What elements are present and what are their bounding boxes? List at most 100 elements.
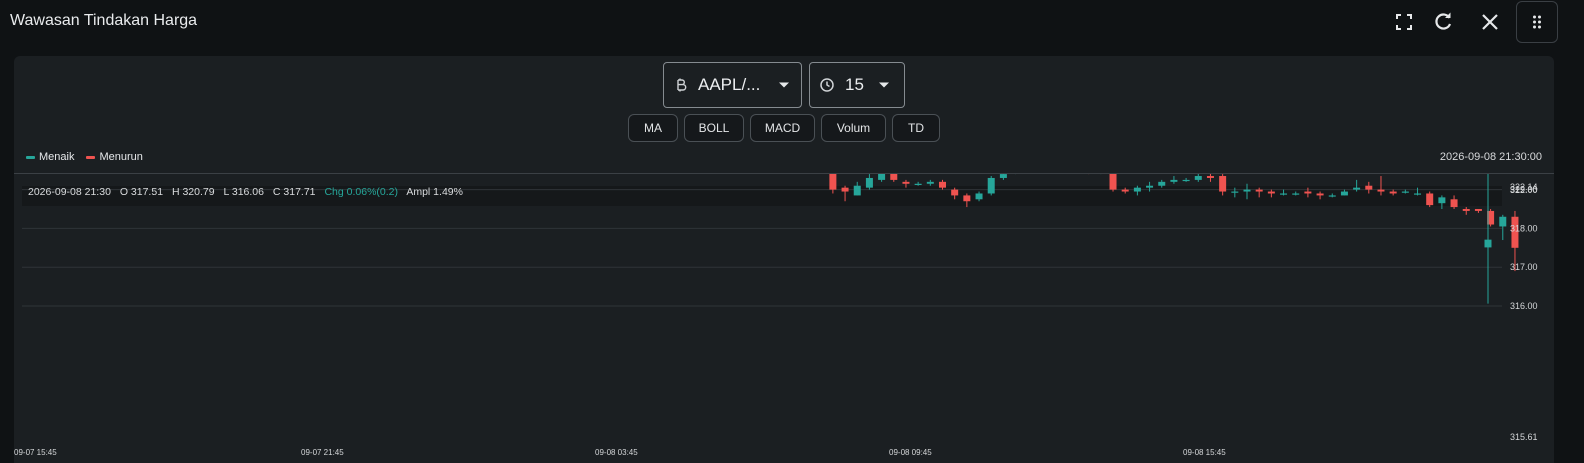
candle-body (1438, 197, 1446, 204)
candle (1462, 207, 1470, 215)
grid-menu-button[interactable] (1516, 1, 1558, 43)
candle (1146, 181, 1154, 192)
candle-body (1206, 176, 1214, 178)
candle (1292, 191, 1300, 196)
bitcoin-icon (677, 78, 687, 92)
refresh-icon[interactable] (1431, 10, 1455, 34)
interval-select[interactable]: 15 (809, 62, 905, 108)
candle (1365, 181, 1373, 194)
candle-body (999, 174, 1007, 178)
candle-body (878, 174, 886, 180)
candle-body (1121, 189, 1129, 192)
candle (939, 179, 946, 190)
candle-body (939, 181, 946, 188)
x-tick-label: 09-08 03:45 (595, 448, 638, 457)
chart-legend: Menaik Menurun (26, 151, 149, 163)
y-tick-label: 322.14 (1510, 182, 1538, 192)
candle-body (1146, 185, 1154, 188)
candle (1426, 191, 1434, 208)
candle (1484, 174, 1492, 304)
ohlc-time: 2026-09-08 21:30 (28, 186, 111, 198)
candle-body (1280, 193, 1288, 195)
candle (1170, 176, 1178, 184)
candle (1121, 187, 1129, 194)
fullscreen-icon[interactable] (1392, 10, 1416, 34)
candle (1280, 189, 1288, 196)
candle (1340, 189, 1348, 196)
symbol-select[interactable]: AAPL/... (663, 62, 802, 108)
candle-body (1365, 185, 1373, 190)
y-tick-label: 322.00 (1510, 185, 1538, 195)
candle (1243, 183, 1251, 200)
candle (1231, 187, 1239, 198)
candle (1401, 189, 1409, 194)
chart-timestamp: 2026-09-08 21:30:00 (1439, 151, 1542, 163)
y-tick-label: 318.00 (1510, 223, 1538, 233)
candle-body (1499, 216, 1507, 227)
candle (865, 174, 873, 190)
ohlc-close: C 317.71 (272, 186, 316, 198)
candle-body (1462, 209, 1470, 211)
ohlc-info-bar: 2026-09-08 21:30 O 317.51 H 320.79 L 316… (28, 186, 469, 198)
ohlc-change: Chg 0.06%(0.2) (324, 186, 398, 198)
grid-menu-icon (1533, 15, 1541, 29)
indicator-td-button[interactable]: TD (892, 114, 940, 142)
candle-body (1401, 191, 1409, 193)
candle (926, 179, 934, 186)
x-tick-label: 09-07 21:45 (301, 448, 344, 457)
y-tick-label: 319.00 (1510, 185, 1538, 195)
candle (963, 193, 971, 208)
candle-body (1219, 176, 1227, 192)
title-bar: Wawasan Tindakan Harga (0, 0, 1584, 46)
indicator-boll-button[interactable]: BOLL (684, 114, 744, 142)
candle-body (1487, 210, 1495, 225)
candle (1158, 179, 1166, 188)
candle-body (1267, 191, 1275, 194)
candle (987, 176, 995, 196)
candle (975, 191, 983, 202)
candle-body (1133, 187, 1141, 192)
candle-body (829, 174, 837, 190)
chevron-down-icon (779, 82, 790, 88)
candle (1304, 187, 1312, 198)
candlestick-chart[interactable]: 322.14322.00321.00320.00319.00318.00317.… (14, 174, 1554, 463)
candle (1474, 209, 1482, 213)
candle (1194, 174, 1202, 182)
candle (1267, 189, 1275, 198)
candle (829, 174, 837, 194)
candle-body (1426, 193, 1434, 206)
window-title: Wawasan Tindakan Harga (10, 12, 198, 29)
symbol-value: AAPL/... (698, 75, 761, 94)
legend-item-up[interactable]: Menaik (26, 151, 74, 163)
ohlc-amplitude: Ampl 1.49% (406, 186, 463, 198)
indicator-ma-button[interactable]: MA (628, 114, 678, 142)
candle (1328, 193, 1336, 198)
candle-body (926, 181, 934, 184)
chevron-down-icon (878, 82, 889, 88)
candle (1377, 176, 1385, 196)
x-tick-label: 09-08 15:45 (1183, 448, 1226, 457)
indicator-macd-button[interactable]: MACD (750, 114, 815, 142)
candle-body (914, 183, 922, 185)
candle-body (865, 177, 873, 188)
indicator-volume-button[interactable]: Volum (821, 114, 886, 142)
candle-body (1414, 193, 1422, 195)
info-bar-background (22, 186, 1502, 206)
candle (1353, 179, 1361, 192)
candle-body (1340, 191, 1348, 196)
candle-body (1243, 189, 1251, 192)
candle-body (902, 181, 910, 184)
candle-body (1450, 199, 1458, 208)
candle (902, 179, 910, 188)
candle-body (1182, 179, 1190, 182)
legend-item-down[interactable]: Menurun (86, 151, 143, 163)
ohlc-low: L 316.06 (223, 186, 264, 198)
candle-body (1292, 193, 1300, 195)
candle (878, 174, 886, 182)
divider (14, 173, 1554, 174)
candle-body (1353, 187, 1361, 190)
candle (1450, 195, 1458, 209)
x-tick-label: 09-07 15:45 (14, 448, 57, 457)
candle (1109, 174, 1117, 192)
close-icon[interactable] (1478, 10, 1502, 34)
